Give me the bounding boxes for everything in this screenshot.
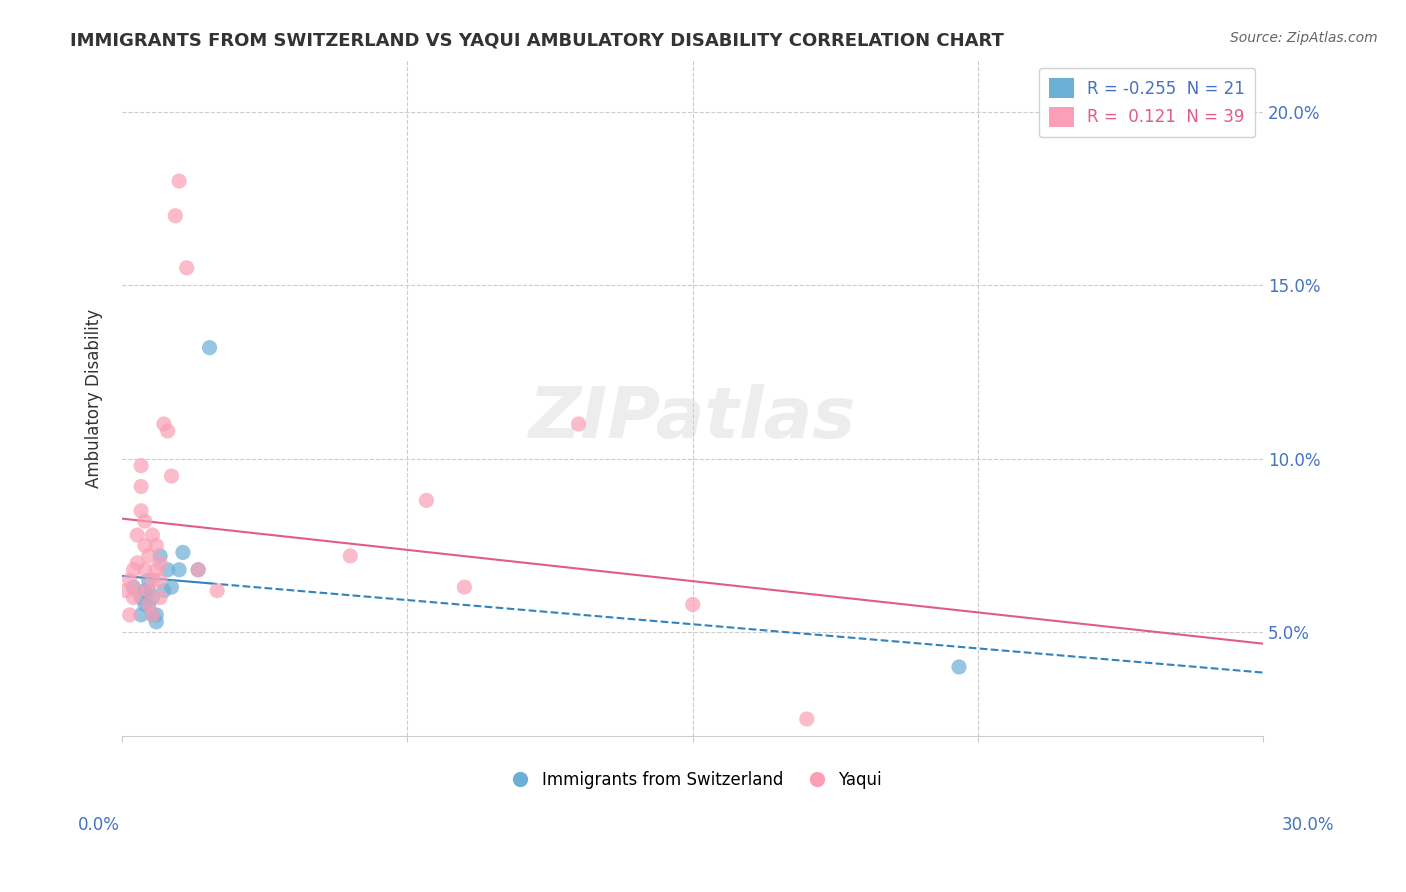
Point <box>153 583 176 598</box>
Point <box>138 573 160 587</box>
Point <box>187 563 209 577</box>
Point <box>198 341 221 355</box>
Point <box>682 598 704 612</box>
Text: Source: ZipAtlas.com: Source: ZipAtlas.com <box>1230 31 1378 45</box>
Point <box>156 424 179 438</box>
Y-axis label: Ambulatory Disability: Ambulatory Disability <box>86 309 103 488</box>
Legend: Immigrants from Switzerland, Yaqui: Immigrants from Switzerland, Yaqui <box>496 764 889 796</box>
Point <box>172 545 194 559</box>
Text: IMMIGRANTS FROM SWITZERLAND VS YAQUI AMBULATORY DISABILITY CORRELATION CHART: IMMIGRANTS FROM SWITZERLAND VS YAQUI AMB… <box>70 31 1004 49</box>
Point <box>134 514 156 528</box>
Point <box>115 583 138 598</box>
Point <box>149 556 172 570</box>
Point <box>141 607 163 622</box>
Point <box>134 583 156 598</box>
Point <box>122 591 145 605</box>
Point <box>141 591 163 605</box>
Point <box>138 598 160 612</box>
Point <box>149 573 172 587</box>
Point <box>141 607 163 622</box>
Point <box>145 539 167 553</box>
Point <box>187 563 209 577</box>
Point <box>122 580 145 594</box>
Point <box>453 580 475 594</box>
Text: ZIPatlas: ZIPatlas <box>529 384 856 453</box>
Point <box>567 417 589 431</box>
Point <box>149 549 172 563</box>
Point <box>138 583 160 598</box>
Point <box>141 528 163 542</box>
Point <box>145 607 167 622</box>
Point <box>415 493 437 508</box>
Point <box>167 174 190 188</box>
Point <box>176 260 198 275</box>
Point <box>127 528 149 542</box>
Point <box>165 209 187 223</box>
Point <box>796 712 818 726</box>
Point <box>134 563 156 577</box>
Point <box>129 479 152 493</box>
Point <box>145 615 167 629</box>
Text: 0.0%: 0.0% <box>77 816 120 834</box>
Point <box>134 539 156 553</box>
Point <box>127 556 149 570</box>
Point <box>118 573 141 587</box>
Point <box>129 607 152 622</box>
Point <box>127 583 149 598</box>
Point <box>129 504 152 518</box>
Point <box>205 583 228 598</box>
Point <box>129 458 152 473</box>
Point <box>339 549 361 563</box>
Point <box>134 598 156 612</box>
Text: 30.0%: 30.0% <box>1281 816 1334 834</box>
Point <box>138 583 160 598</box>
Point <box>167 563 190 577</box>
Point <box>141 573 163 587</box>
Point <box>156 563 179 577</box>
Point <box>138 598 160 612</box>
Point <box>118 607 141 622</box>
Point <box>145 563 167 577</box>
Point <box>138 549 160 563</box>
Point <box>160 580 183 594</box>
Point <box>122 563 145 577</box>
Point <box>160 469 183 483</box>
Point <box>948 660 970 674</box>
Point <box>153 417 176 431</box>
Point <box>149 591 172 605</box>
Point <box>129 591 152 605</box>
